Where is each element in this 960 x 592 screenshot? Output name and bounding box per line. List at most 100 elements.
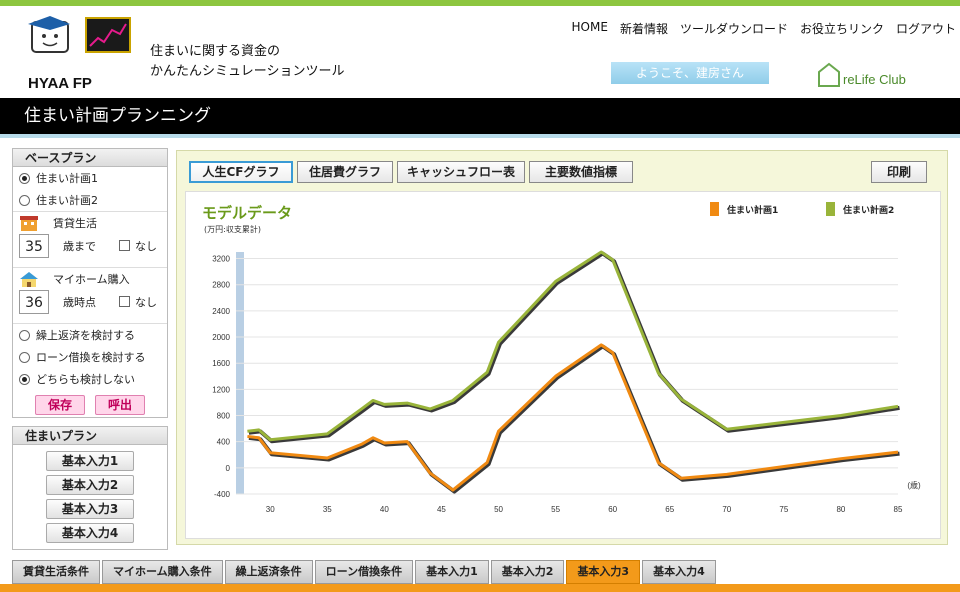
- y-tick-label: 2000: [212, 333, 230, 342]
- btab-rental-conditions[interactable]: 賃貸生活条件: [12, 560, 100, 584]
- repay-option-prepay[interactable]: 繰上返済を検討する: [13, 324, 167, 346]
- rental-none-checkbox[interactable]: [119, 240, 130, 251]
- x-tick-label: 40: [380, 505, 389, 514]
- rental-label: 賃貸生活: [53, 217, 97, 230]
- series-line-2: [247, 250, 899, 442]
- x-tick-label: 65: [665, 505, 674, 514]
- x-tick-label: 30: [266, 505, 275, 514]
- y-tick-label: 400: [217, 438, 231, 447]
- purchase-age-input[interactable]: 36: [19, 290, 49, 314]
- x-tick-label: 50: [494, 505, 503, 514]
- x-tick-label: 85: [894, 505, 903, 514]
- chart-title: モデルデータ: [202, 204, 293, 222]
- hyaa-fp-logo[interactable]: HYAA FP: [24, 16, 139, 96]
- repay-options: 繰上返済を検討する ローン借換を検討する どちらも検討しない: [13, 323, 167, 390]
- bottom-tabs: 賃貸生活条件 マイホーム購入条件 繰上返済条件 ローン借換条件 基本入力1 基本…: [12, 560, 716, 584]
- y-tick-label: 800: [217, 412, 231, 421]
- base-plan-panel: ベースプラン 住まい計画1 住まい計画2 賃貸生活 35 歳まで なし マイホー…: [12, 148, 168, 418]
- load-button[interactable]: 呼出: [95, 395, 145, 415]
- radio-icon[interactable]: [19, 351, 30, 363]
- save-button[interactable]: 保存: [35, 395, 85, 415]
- legend-series-2: 住まい計画2: [826, 202, 894, 216]
- basic-input-2-button[interactable]: 基本入力2: [46, 475, 134, 495]
- plan-option-2[interactable]: 住まい計画2: [13, 189, 167, 211]
- title-divider: [0, 134, 960, 138]
- legend-swatch-green: [826, 202, 835, 216]
- x-tick-label: 45: [437, 505, 446, 514]
- repay-option-refinance[interactable]: ローン借換を検討する: [13, 346, 167, 368]
- radio-icon[interactable]: [19, 373, 30, 385]
- housing-plan-panel: 住まいプラン 基本入力1 基本入力2 基本入力3 基本入力4: [12, 426, 168, 550]
- nav-home[interactable]: HOME: [571, 20, 608, 34]
- rental-age-input[interactable]: 35: [19, 234, 49, 258]
- legend-series-1: 住まい計画1: [710, 202, 778, 216]
- btab-basic-input-1[interactable]: 基本入力1: [415, 560, 489, 584]
- x-axis-label: (歳): [907, 480, 921, 490]
- radio-icon[interactable]: [19, 329, 30, 341]
- plan-option-1[interactable]: 住まい計画1: [13, 167, 167, 189]
- x-tick-label: 75: [779, 505, 788, 514]
- y-tick-label: 0: [226, 464, 231, 473]
- x-tick-label: 70: [722, 505, 731, 514]
- housing-plan-title: 住まいプラン: [13, 427, 167, 445]
- tab-key-indicators[interactable]: 主要数値指標: [529, 161, 633, 183]
- print-button[interactable]: 印刷: [871, 161, 927, 183]
- btab-refinance-conditions[interactable]: ローン借換条件: [314, 560, 414, 584]
- welcome-message: ようこそ、建房さん: [611, 62, 769, 84]
- y-tick-label: 1600: [212, 359, 230, 368]
- y-tick-label: 2400: [212, 307, 230, 316]
- legend-swatch-orange: [710, 202, 719, 216]
- nav-news[interactable]: 新着情報: [619, 22, 668, 36]
- btab-prepay-conditions[interactable]: 繰上返済条件: [224, 560, 313, 584]
- nav-logout[interactable]: ログアウト: [895, 22, 956, 36]
- purchase-age-unit: 歳時点: [63, 296, 96, 309]
- y-tick-label: 2800: [212, 281, 230, 290]
- btab-basic-input-3[interactable]: 基本入力3: [566, 560, 641, 584]
- btab-basic-input-2[interactable]: 基本入力2: [490, 560, 565, 584]
- repay-option-neither[interactable]: どちらも検討しない: [13, 368, 167, 390]
- rental-condition: 賃貸生活 35 歳まで なし: [13, 211, 167, 267]
- x-tick-label: 35: [323, 505, 332, 514]
- y-tick-label: -400: [214, 490, 231, 499]
- top-navigation: HOME 新着情報 ツールダウンロード お役立ちリンク ログアウト: [572, 20, 956, 37]
- y-tick-label: 3200: [212, 255, 230, 264]
- basic-input-4-button[interactable]: 基本入力4: [46, 523, 134, 543]
- radio-icon[interactable]: [19, 194, 30, 206]
- house-icon: [20, 272, 38, 287]
- btab-basic-input-4[interactable]: 基本入力4: [642, 560, 716, 584]
- purchase-none-checkbox[interactable]: [119, 296, 130, 307]
- main-content: 人生CFグラフ 住居費グラフ キャッシュフロー表 主要数値指標 印刷 モデルデー…: [176, 150, 948, 545]
- purchase-condition: マイホーム購入 36 歳時点 なし: [13, 267, 167, 323]
- rental-age-unit: 歳まで: [63, 240, 96, 253]
- basic-input-3-button[interactable]: 基本入力3: [46, 499, 134, 519]
- site-tagline: 住まいに関する資金の かんたんシミュレーションツール: [150, 44, 345, 79]
- header: HYAA FP 住まいに関する資金の かんたんシミュレーションツール HOME …: [0, 6, 960, 98]
- page-title: 住まい計画プランニング: [0, 98, 960, 134]
- purchase-label: マイホーム購入: [53, 273, 130, 286]
- nav-tool-download[interactable]: ツールダウンロード: [679, 22, 788, 36]
- logo-text: HYAA FP: [28, 75, 92, 92]
- btab-purchase-conditions[interactable]: マイホーム購入条件: [102, 560, 223, 584]
- purchase-none-label: なし: [135, 296, 157, 309]
- chart-y-label: (万円:収支累計): [204, 225, 261, 234]
- x-tick-label: 80: [836, 505, 845, 514]
- cf-line-chart: -400 0 400 800 1200 1600 2000 2400 2800 3200 30 35 4…: [212, 250, 921, 514]
- series-shadow-2: [248, 251, 900, 444]
- top-accent-bar: [0, 0, 960, 6]
- y-axis-strip: [236, 252, 244, 494]
- nav-useful-links[interactable]: お役立ちリンク: [799, 22, 884, 36]
- relife-club-logo[interactable]: reLife Club: [815, 60, 930, 92]
- rental-none-label: なし: [135, 240, 157, 253]
- x-tick-label: 55: [551, 505, 560, 514]
- y-tick-label: 1200: [212, 385, 230, 394]
- x-tick-label: 60: [608, 505, 617, 514]
- tab-life-cf-graph[interactable]: 人生CFグラフ: [189, 161, 293, 183]
- building-icon: [20, 216, 38, 231]
- tab-cashflow-table[interactable]: キャッシュフロー表: [397, 161, 525, 183]
- basic-input-1-button[interactable]: 基本入力1: [46, 451, 134, 471]
- tab-housing-cost-graph[interactable]: 住居費グラフ: [297, 161, 393, 183]
- base-plan-title: ベースプラン: [13, 149, 167, 167]
- cf-chart-area: モデルデータ (万円:収支累計) 住まい計画1 住まい計画2 -400 0 400 8…: [185, 191, 941, 539]
- series-line-1: [247, 343, 899, 492]
- radio-icon[interactable]: [19, 172, 30, 184]
